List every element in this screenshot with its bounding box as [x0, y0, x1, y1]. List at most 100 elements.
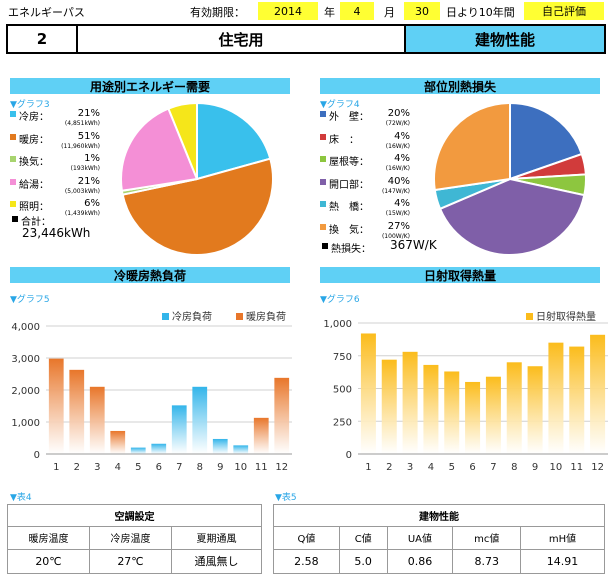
energy-legend-item: 給湯： 21% (5,003kWh): [10, 175, 100, 199]
pie-slice-給湯: [120, 107, 199, 192]
x-tick-label: 1: [53, 462, 59, 473]
x-tick-label: 10: [234, 462, 247, 473]
bar-日射取得熱量-12: [590, 334, 606, 454]
loss-legend-item: 開口部： 40% (147W/K): [320, 176, 410, 199]
legend-swatch: [10, 201, 16, 207]
x-tick-label: 2: [386, 462, 392, 473]
y-tick-label: 0: [34, 450, 40, 461]
energy-legend-item: 冷房： 21% (4,851kWh): [10, 108, 100, 131]
legend-name: 床 ：: [329, 134, 359, 146]
x-tick-label: 8: [511, 462, 517, 473]
table4-label: ▼表4: [10, 493, 32, 503]
legend-name: 給湯：: [19, 179, 49, 191]
self-eval-badge: 自己評価: [524, 2, 604, 20]
legend-amount: (100W/K): [381, 232, 410, 240]
table4-header: 暖房温度: [7, 526, 90, 550]
bar-日射取得熱量-7: [485, 376, 501, 454]
x-tick-label: 8: [197, 462, 203, 473]
x-tick-label: 12: [591, 462, 604, 473]
y-tick-label: 2,000: [11, 386, 40, 397]
bar-日射取得熱量-11: [569, 346, 585, 454]
graph6-label: ▼グラフ6: [320, 295, 360, 305]
bar-暖房負荷-1: [48, 358, 64, 454]
day-field[interactable]: 30: [404, 2, 440, 20]
x-tick-label: 12: [275, 462, 288, 473]
table5-header: Q値: [273, 526, 340, 550]
heating-temp-value: 20℃: [7, 548, 90, 575]
app-title: エネルギーパス: [8, 6, 85, 19]
legend-swatch: [10, 133, 16, 140]
energy-legend-item: 暖房： 51% (11,960kWh): [10, 131, 100, 154]
loss-total-marker: [322, 243, 328, 249]
legend-name: 開口部：: [329, 179, 369, 191]
bar-冷房負荷-10: [233, 445, 249, 454]
graph3-label: ▼グラフ3: [10, 100, 50, 110]
y-tick-label: 1,000: [11, 418, 40, 429]
bar-暖房負荷-4: [110, 430, 126, 454]
table4-header: 冷房温度: [89, 526, 172, 550]
bar-冷房負荷-6: [151, 443, 167, 454]
x-tick-label: 5: [135, 462, 141, 473]
legend-name: 換気：: [19, 157, 49, 168]
month-field[interactable]: 4: [340, 2, 374, 20]
x-tick-label: 2: [74, 462, 80, 473]
year-label: 年: [324, 6, 335, 19]
legend-percent: 21%: [77, 175, 100, 187]
table4-title: 空調設定: [7, 503, 262, 528]
legend-label: 日射取得熱量: [536, 310, 596, 323]
bar-冷房負荷-9: [212, 438, 228, 454]
legend-amount: (16W/K): [385, 165, 410, 172]
table5-header: UA値: [386, 526, 454, 550]
heat-loss-pie-chart: [433, 101, 587, 256]
hvac-settings-table: 空調設定 暖房温度 冷房温度 夏期通風 20℃ 27℃ 通風無し: [7, 503, 262, 575]
legend-swatch: [10, 178, 16, 185]
pie-slice-冷房: [196, 101, 272, 181]
energy-total-label: 合計：: [21, 217, 51, 228]
x-tick-label: 9: [217, 462, 223, 473]
loss-legend-item: 熱 橋： 4% (15W/K): [320, 198, 410, 221]
y-tick-label: 750: [333, 352, 352, 363]
year-field[interactable]: 2014: [258, 2, 318, 20]
loss-legend-item: 屋根等： 4% (16W/K): [320, 153, 410, 176]
y-tick-label: 4,000: [11, 322, 40, 333]
loss-legend-item: 外 壁： 20% (72W/K): [320, 108, 410, 131]
section-hvac-load: 冷暖房熱負荷: [10, 267, 290, 283]
legend-amount: (11,960kWh): [61, 142, 100, 150]
legend-swatch: [320, 223, 326, 230]
legend-amount: (193kWh): [70, 165, 100, 172]
legend-label: 冷房負荷: [172, 310, 212, 323]
bar-日射取得熱量-5: [444, 371, 460, 454]
table5-title: 建物性能: [273, 503, 605, 528]
x-tick-label: 1: [365, 462, 371, 473]
c-value: 5.0: [338, 548, 388, 575]
mh-value: 14.91: [520, 548, 605, 575]
bar-日射取得熱量-4: [423, 364, 439, 454]
y-tick-label: 500: [333, 385, 352, 396]
x-tick-label: 10: [550, 462, 563, 473]
legend-swatch: [320, 178, 326, 185]
legend-amount: (15W/K): [385, 210, 410, 217]
legend-percent: 21%: [77, 108, 100, 119]
legend-percent: 4%: [394, 130, 410, 142]
legend-swatch: [236, 313, 243, 320]
mc-value: 8.73: [452, 548, 522, 575]
bar-日射取得熱量-8: [506, 362, 522, 454]
loss-legend-item: 床 ： 4% (16W/K): [320, 130, 410, 154]
loss-total-label: 熱損失：: [331, 244, 371, 255]
pie-slice-換気: [433, 101, 511, 192]
loss-legend-item: 換 気： 27% (100W/K): [320, 221, 410, 244]
section-energy-demand: 用途別エネルギー需要: [10, 78, 290, 94]
bar-暖房負荷-2: [69, 369, 85, 454]
legend-amount: (1,439kWh): [64, 210, 100, 217]
legend-swatch: [10, 111, 16, 117]
legend-amount: (72W/K): [385, 120, 410, 127]
bar-冷房負荷-7: [171, 405, 187, 454]
bar-日射取得熱量-10: [548, 342, 564, 454]
legend-name: 換 気：: [329, 224, 369, 236]
bar-日射取得熱量-1: [360, 333, 376, 454]
x-tick-label: 4: [428, 462, 434, 473]
legend-swatch: [526, 313, 533, 320]
table4-header: 夏期通風: [171, 526, 262, 550]
x-tick-label: 3: [407, 462, 413, 473]
bar-日射取得熱量-3: [402, 351, 418, 454]
